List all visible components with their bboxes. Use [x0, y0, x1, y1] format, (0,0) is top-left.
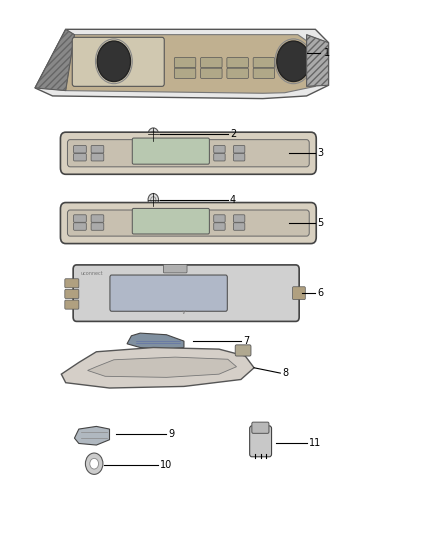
Polygon shape: [53, 35, 315, 93]
FancyBboxPatch shape: [214, 223, 225, 230]
Circle shape: [90, 458, 99, 469]
FancyBboxPatch shape: [60, 203, 316, 244]
FancyBboxPatch shape: [72, 37, 164, 86]
FancyBboxPatch shape: [233, 215, 245, 222]
Text: v: v: [182, 309, 186, 315]
FancyBboxPatch shape: [74, 154, 86, 161]
Circle shape: [277, 41, 310, 82]
FancyBboxPatch shape: [174, 68, 196, 78]
Text: 4: 4: [230, 195, 236, 205]
FancyBboxPatch shape: [67, 140, 309, 167]
FancyBboxPatch shape: [91, 215, 104, 222]
Circle shape: [97, 41, 131, 82]
FancyBboxPatch shape: [67, 210, 309, 236]
FancyBboxPatch shape: [74, 223, 86, 230]
FancyBboxPatch shape: [74, 146, 86, 153]
FancyBboxPatch shape: [227, 58, 248, 68]
FancyBboxPatch shape: [252, 422, 269, 433]
FancyBboxPatch shape: [235, 345, 251, 356]
FancyBboxPatch shape: [65, 300, 79, 309]
Polygon shape: [61, 348, 254, 388]
FancyBboxPatch shape: [253, 68, 275, 78]
Text: 9: 9: [169, 430, 175, 439]
FancyBboxPatch shape: [293, 287, 305, 300]
Text: uconnect: uconnect: [81, 271, 104, 276]
Circle shape: [148, 128, 159, 141]
Text: 7: 7: [243, 336, 249, 346]
FancyBboxPatch shape: [74, 215, 86, 222]
FancyBboxPatch shape: [91, 146, 104, 153]
Text: 10: 10: [160, 460, 172, 470]
FancyBboxPatch shape: [253, 58, 275, 68]
Circle shape: [85, 453, 103, 474]
FancyBboxPatch shape: [132, 138, 209, 164]
Text: 5: 5: [318, 218, 324, 228]
FancyBboxPatch shape: [227, 68, 248, 78]
FancyBboxPatch shape: [214, 215, 225, 222]
FancyBboxPatch shape: [201, 58, 222, 68]
FancyBboxPatch shape: [91, 154, 104, 161]
FancyBboxPatch shape: [250, 426, 272, 457]
FancyBboxPatch shape: [214, 146, 225, 153]
Polygon shape: [127, 333, 184, 349]
Polygon shape: [35, 29, 329, 99]
Text: 6: 6: [318, 288, 324, 298]
FancyBboxPatch shape: [65, 289, 79, 298]
Text: 2: 2: [230, 130, 236, 139]
Polygon shape: [35, 29, 74, 91]
Circle shape: [148, 193, 159, 206]
Text: 8: 8: [283, 368, 289, 378]
FancyBboxPatch shape: [233, 223, 245, 230]
FancyBboxPatch shape: [163, 264, 187, 273]
FancyBboxPatch shape: [73, 265, 299, 321]
FancyBboxPatch shape: [110, 275, 227, 311]
Text: 11: 11: [309, 439, 321, 448]
Polygon shape: [88, 357, 237, 377]
FancyBboxPatch shape: [91, 223, 104, 230]
FancyBboxPatch shape: [201, 68, 222, 78]
FancyBboxPatch shape: [174, 58, 196, 68]
FancyBboxPatch shape: [214, 154, 225, 161]
FancyBboxPatch shape: [233, 146, 245, 153]
Polygon shape: [307, 35, 328, 86]
FancyBboxPatch shape: [60, 132, 316, 174]
Text: 3: 3: [318, 148, 324, 158]
FancyBboxPatch shape: [233, 154, 245, 161]
Text: 1: 1: [324, 49, 330, 58]
FancyBboxPatch shape: [132, 208, 209, 234]
FancyBboxPatch shape: [65, 279, 79, 288]
Polygon shape: [74, 426, 110, 445]
